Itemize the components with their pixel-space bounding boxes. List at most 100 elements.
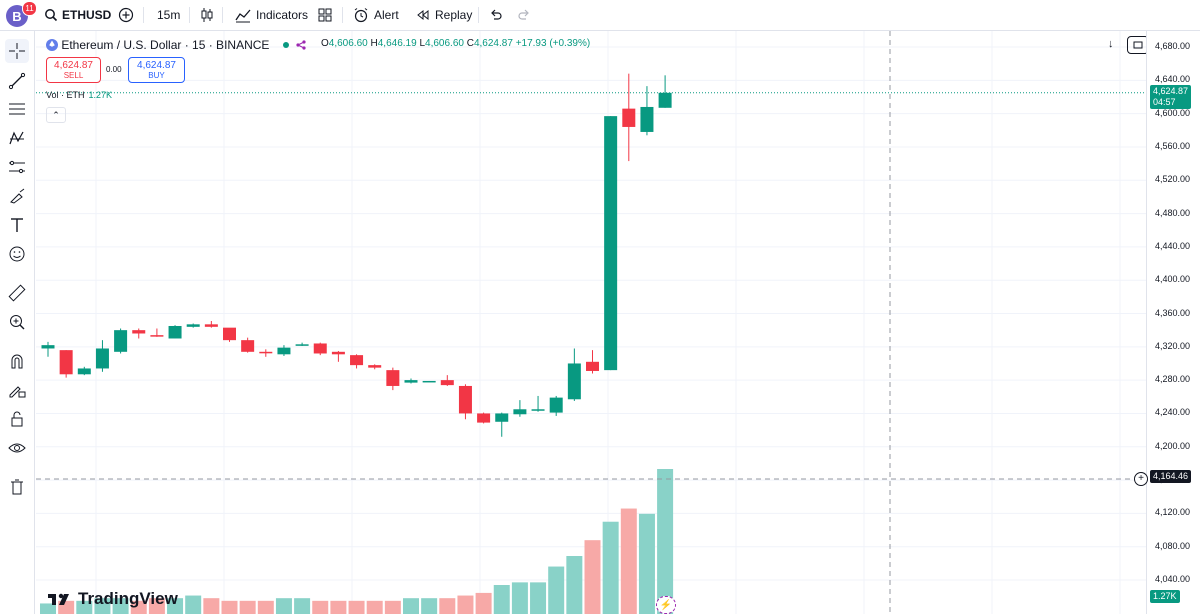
price-tick-label: 4,440.00 [1155,240,1191,251]
candles [41,73,672,437]
candle-body [295,344,309,346]
divider [189,7,190,23]
tradingview-mark-icon [48,593,69,605]
chart-type-button[interactable] [199,0,215,30]
candle-body [77,368,91,375]
volume-bar [257,600,274,614]
lock-drawings-tool[interactable] [5,407,29,431]
hide-drawings-tool[interactable] [5,436,29,460]
eye-icon [8,443,26,453]
collapse-legend-button[interactable]: ⌃ [46,107,66,123]
volume-bar [94,598,111,614]
status-dot-icon [282,42,289,48]
lock-open-icon [11,411,23,427]
price-chart[interactable] [36,31,1146,614]
magnet-tool[interactable] [5,349,29,373]
forecast-tool[interactable] [5,155,29,179]
volume-bar [185,595,202,614]
redo-icon [518,9,529,20]
candle-body [640,106,654,132]
volume-bar [130,600,147,614]
volume-bar [511,582,528,614]
share-icon[interactable] [296,40,306,50]
candle-body [41,345,55,349]
price-tick-label: 4,280.00 [1155,374,1191,385]
fib-tool[interactable] [5,97,29,121]
measure-tool[interactable] [5,281,29,305]
indicators-button[interactable]: Indicators [235,0,308,30]
volume-bar [40,603,56,614]
price-tick-label: 4,480.00 [1155,207,1191,218]
zoom-in-icon [10,315,25,330]
candle-body [658,92,672,108]
scroll-down-button[interactable]: ↓ [1108,38,1114,50]
volume-bar [566,556,583,614]
candle-body [150,335,164,337]
crosshair-icon [9,43,25,59]
undo-button[interactable] [489,0,503,30]
trend-line-tool[interactable] [5,69,29,93]
volume-legend[interactable]: Vol · ETH 1.27K [46,90,113,100]
undo-icon [491,9,502,20]
volume-bar [421,598,438,614]
candle-body [422,380,436,383]
symbol-legend[interactable]: Ethereum / U.S. Dollar · 15 · BINANCE [46,38,306,52]
layouts-button[interactable] [317,0,333,30]
price-tick-label: 4,600.00 [1155,107,1191,118]
candle-body [440,380,454,386]
pattern-icon [9,131,24,145]
buy-button[interactable]: 4,624.87 BUY [128,57,185,83]
text-tool[interactable] [5,213,29,237]
zoom-tool[interactable] [5,310,29,334]
pattern-tool[interactable] [5,126,29,150]
chart-grid [36,31,1146,614]
price-tick-label: 4,560.00 [1155,140,1191,151]
icon-tool[interactable] [5,242,29,266]
candle-body [368,365,382,368]
candle-body [586,361,599,371]
redo-button[interactable] [517,0,531,30]
candle-body [114,330,128,352]
price-axis[interactable]: 4,680.00 4,640.00 4,600.00 4,560.00 4,520.00… [1146,31,1200,614]
last-price-tag: 4,624.87 04:57 [1150,84,1192,109]
lightning-icon: ⚡ [659,599,673,611]
divider [478,7,479,23]
volume-bar [76,600,93,614]
crosshair-price-tag: 4,164.46 [1150,470,1192,484]
price-tick-label: 4,400.00 [1155,274,1191,285]
drawing-mode-tool[interactable] [5,378,29,402]
candle-body [513,409,527,415]
top-toolbar: B 11 ETHUSD 15m Indicators Alert Replay [0,0,1200,31]
ruler-icon [8,284,26,302]
volume-bar [548,566,565,614]
symbol-search-button[interactable]: ETHUSD [44,0,111,30]
volume-bar [203,598,220,614]
price-tick-label: 4,520.00 [1155,174,1191,185]
candle-body [132,330,146,334]
volume-bar [294,598,311,614]
candle-body [386,370,400,386]
arrow-down-icon: ↓ [1108,38,1114,50]
divider [143,7,144,23]
sell-button[interactable]: 4,624.87 SELL [46,57,101,83]
price-tick-label: 4,080.00 [1155,540,1191,551]
notification-badge: 11 [22,1,37,16]
crosshair-tool[interactable] [5,39,29,63]
price-tick-label: 4,320.00 [1155,340,1191,351]
remove-drawings-tool[interactable] [5,475,29,499]
volume-bar [384,600,401,614]
candle-body [313,343,327,354]
alert-button[interactable]: Alert [353,0,399,30]
compare-button[interactable] [118,0,134,30]
replay-button[interactable]: Replay [416,0,472,30]
volume-tag: 1.27K [1150,590,1180,603]
zap-badge[interactable]: ⚡ [656,596,676,614]
candles-icon [201,8,213,22]
brush-tool[interactable] [5,184,29,208]
horizontal-lines-icon [9,103,25,115]
tradingview-logo[interactable]: TradingView [48,589,178,609]
price-tick-label: 4,240.00 [1155,407,1191,418]
add-alert-button[interactable]: + [1134,472,1148,486]
interval-button[interactable]: 15m [157,8,181,22]
volume-bar [366,600,383,614]
